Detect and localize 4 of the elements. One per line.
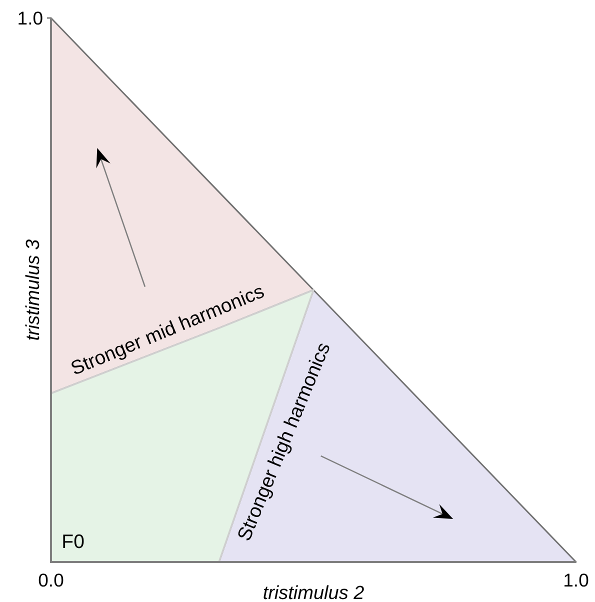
x-axis-title: tristimulus 2	[262, 582, 365, 602]
x-tick-label: 0.0	[38, 570, 64, 590]
annotation: F0	[62, 530, 85, 553]
y-axis-title: tristimulus 3	[22, 238, 44, 341]
